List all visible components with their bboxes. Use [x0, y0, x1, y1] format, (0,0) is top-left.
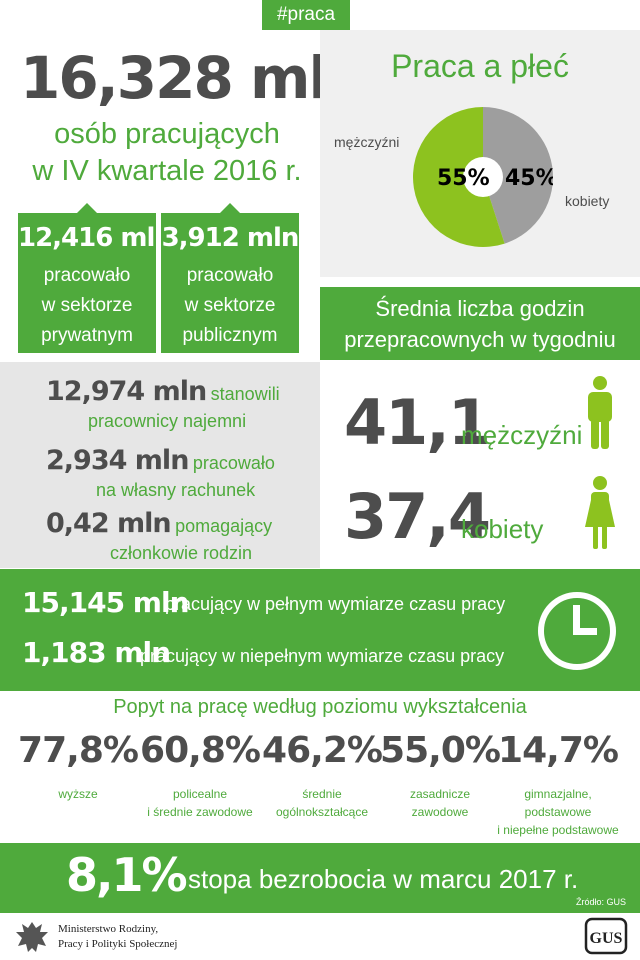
- box-notch: [220, 203, 240, 213]
- education-pct: 14,7%: [498, 730, 619, 771]
- education-pct: 55,0%: [380, 730, 501, 771]
- public-sector-text: pracowało w sektorze publicznym: [161, 261, 299, 351]
- status-text-line-1: pomagający: [175, 516, 273, 536]
- unemployment-value: 8,1%: [66, 848, 188, 902]
- total-employed-caption: osób pracujących w IV kwartale 2016 r.: [22, 116, 312, 190]
- gender-title: Praca a płeć: [391, 48, 569, 84]
- education-pct: 60,8%: [140, 730, 261, 771]
- education-item-post-secondary: 60,8% policealne i średnie zawodowe: [136, 730, 264, 821]
- box-notch: [77, 203, 97, 213]
- text-line: w sektorze: [184, 295, 276, 316]
- man-icon: [588, 376, 612, 449]
- label-line: zasadnicze: [409, 787, 471, 801]
- education-item-lower-secondary: 14,7% gimnazjalne, podstawowe i niepełne…: [494, 730, 622, 839]
- woman-icon: [585, 476, 615, 549]
- education-label: gimnazjalne, podstawowe i niepełne podst…: [494, 785, 622, 839]
- status-item-family: 0,42 mln pomagający: [46, 508, 272, 539]
- status-value: 12,974 mln: [46, 376, 207, 407]
- hours-men-label: mężczyźni: [461, 420, 583, 450]
- caption-line-1: osób pracujących: [54, 118, 280, 150]
- hours-title-line-1: Średnia liczba godzin: [375, 296, 585, 321]
- label-line: i średnie zawodowe: [147, 805, 253, 819]
- hours-men-value: 41,1: [344, 386, 491, 459]
- ministry-line-2: Pracy i Polityki Społecznej: [58, 938, 178, 950]
- text-line: pracowało: [186, 265, 274, 286]
- status-text-line-2: na własny rachunek: [96, 480, 256, 500]
- gus-logo-text: GUS: [590, 930, 623, 947]
- status-text-line-2: pracownicy najemni: [88, 411, 247, 431]
- private-sector-text: pracowało w sektorze prywatnym: [18, 261, 156, 351]
- pie-men-pct: 55%: [437, 166, 490, 191]
- clock-icon: [538, 592, 616, 670]
- label-line: policealne: [172, 787, 228, 801]
- public-sector-box: 3,912 mln pracowało w sektorze publiczny…: [161, 203, 300, 353]
- pie-slice-men: [413, 107, 505, 247]
- working-time-band: [0, 569, 640, 691]
- status-text-line-1: pracowało: [192, 453, 275, 473]
- education-title: Popyt na pracę według poziomu wykształce…: [113, 696, 527, 718]
- full-time-text: pracujący w pełnym wymiarze czasu pracy: [165, 594, 506, 614]
- education-label: wyższe: [14, 785, 142, 803]
- polish-eagle-emblem-icon: [16, 922, 48, 952]
- education-label: zasadnicze zawodowe: [376, 785, 504, 821]
- source-note: Źródło: GUS: [576, 897, 627, 907]
- status-value: 2,934 mln: [46, 445, 189, 476]
- education-item-vocational: 55,0% zasadnicze zawodowe: [376, 730, 504, 821]
- status-text-line-2: członkowie rodzin: [110, 543, 253, 563]
- pie-slice-women: [483, 107, 553, 244]
- part-time-value: 1,183 mln: [22, 636, 171, 669]
- hours-header: Średnia liczba godzin przepracownych w t…: [320, 287, 640, 360]
- label-line: ogólnokształcące: [275, 805, 369, 819]
- text-line: publicznym: [182, 325, 278, 346]
- pie-center-hole: [463, 157, 503, 197]
- status-text-line-1: stanowili: [210, 384, 280, 404]
- pie-women-pct: 45%: [505, 166, 553, 191]
- text-line: prywatnym: [41, 325, 133, 346]
- ministry-line-1: Ministerstwo Rodziny,: [58, 923, 159, 935]
- private-sector-box: 12,416 mln pracowało w sektorze prywatny…: [18, 203, 173, 353]
- label-line: i niepełne podstawowe: [497, 823, 619, 837]
- hours-women-value: 37,4: [344, 480, 491, 553]
- label-line: średnie: [302, 787, 342, 801]
- education-pct: 77,8%: [18, 730, 139, 771]
- status-item-self-employed: 2,934 mln pracowało: [46, 445, 275, 476]
- text-line: pracowało: [43, 265, 131, 286]
- gender-pie-chart: 55% 45%: [413, 107, 553, 247]
- status-item-employees: 12,974 mln stanowili: [46, 376, 280, 407]
- label-line: gimnazjalne,: [524, 787, 592, 801]
- gus-logo: GUS: [584, 917, 628, 955]
- education-label: średnie ogólnokształcące: [258, 785, 386, 821]
- status-value: 0,42 mln: [46, 508, 172, 539]
- ministry-name: Ministerstwo Rodziny, Pracy i Polityki S…: [58, 922, 177, 952]
- unemployment-band: [0, 843, 640, 913]
- education-label: policealne i średnie zawodowe: [136, 785, 264, 821]
- label-line: wyższe: [58, 787, 98, 801]
- education-item-higher: 77,8% wyższe: [14, 730, 142, 803]
- education-item-general-secondary: 46,2% średnie ogólnokształcące: [258, 730, 386, 821]
- unemployment-text: stopa bezrobocia w marcu 2017 r.: [188, 864, 579, 894]
- status-panel: [0, 362, 320, 568]
- text-line: w sektorze: [41, 295, 133, 316]
- caption-line-2: w IV kwartale 2016 r.: [32, 155, 302, 187]
- hours-title-line-2: przepracownych w tygodniu: [344, 327, 616, 352]
- full-time-value: 15,145 mln: [22, 586, 190, 619]
- label-line: zawodowe: [411, 805, 469, 819]
- part-time-text: pracujący w niepełnym wymiarze czasu pra…: [140, 646, 505, 666]
- label-line: podstawowe: [524, 805, 592, 819]
- pie-men-label: mężczyźni: [334, 134, 400, 150]
- pie-women-label: kobiety: [565, 193, 610, 209]
- hashtag-label: #praca: [262, 0, 350, 30]
- public-sector-value: 3,912 mln: [161, 223, 300, 253]
- private-sector-value: 12,416 mln: [18, 223, 173, 253]
- total-employed-number: 16,328 mln: [20, 44, 368, 112]
- hours-women-label: kobiety: [461, 514, 544, 544]
- education-pct: 46,2%: [262, 730, 383, 771]
